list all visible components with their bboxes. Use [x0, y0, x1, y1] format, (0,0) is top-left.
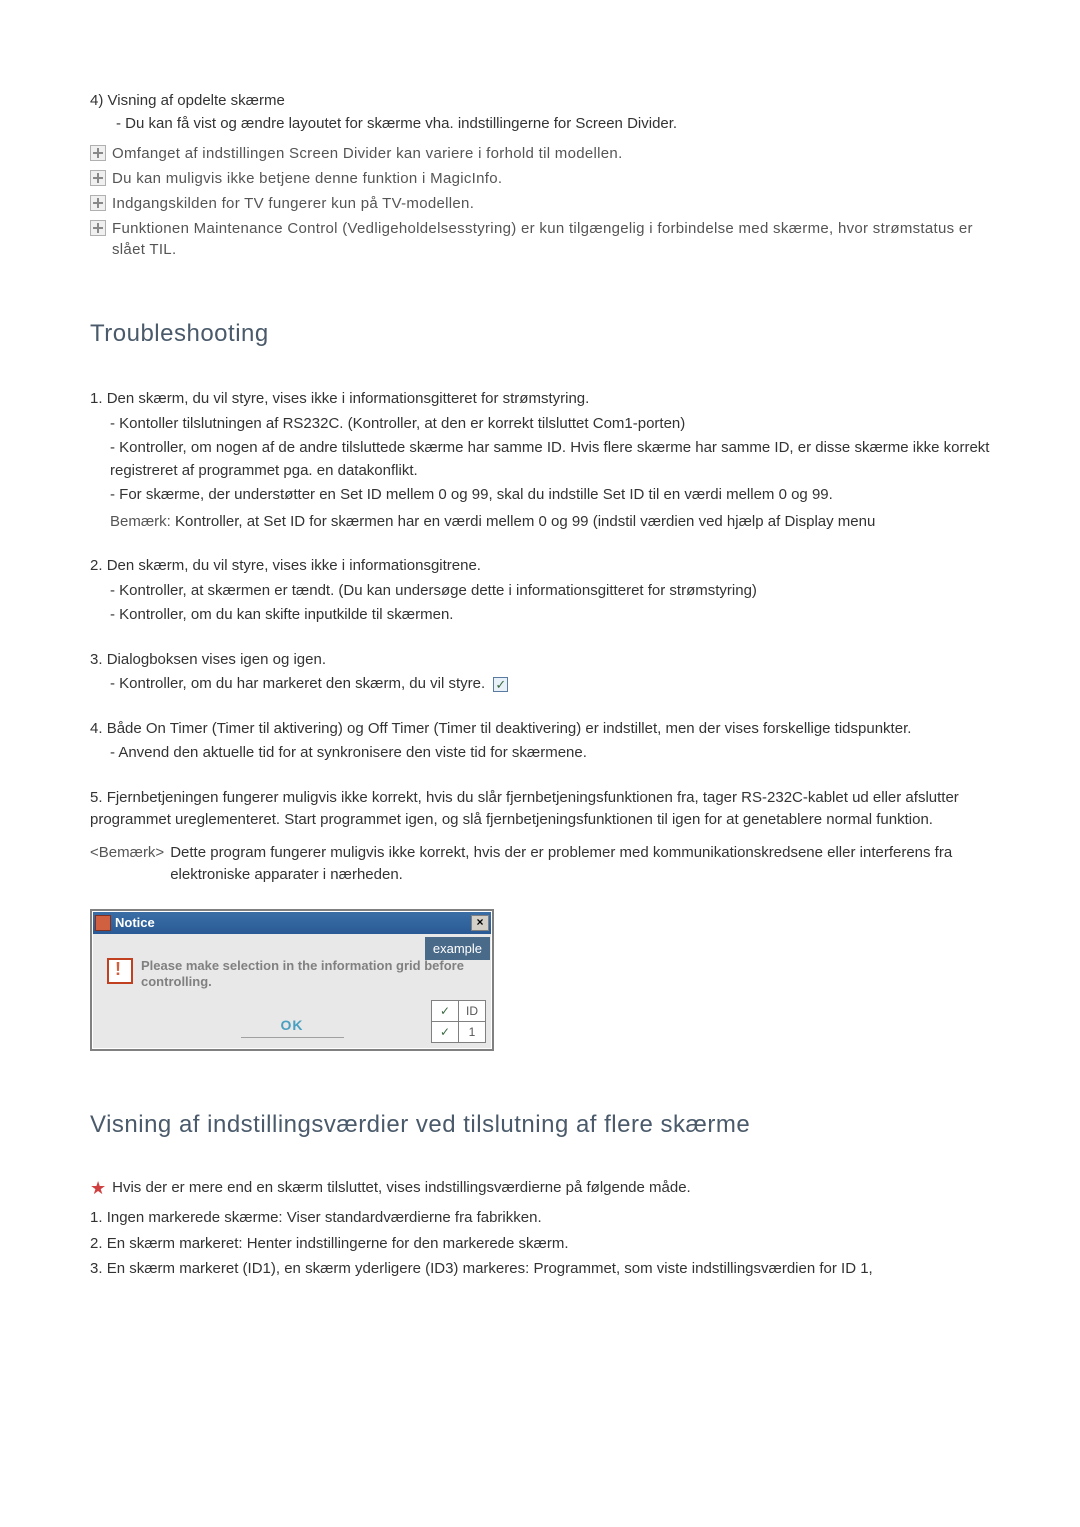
trouble-item-2: 2. Den skærm, du vil styre, vises ikke i… [90, 555, 990, 627]
t4-sub: - Anvend den aktuelle tid for at synkron… [90, 742, 990, 765]
trouble-item-5: 5. Fjernbetjeningen fungerer muligvis ik… [90, 787, 990, 887]
ok-button[interactable]: OK [241, 1015, 344, 1038]
note-text: Omfanget af indstillingen Screen Divider… [112, 143, 990, 164]
multi-item-3: 3. En skærm markeret (ID1), en skærm yde… [90, 1256, 990, 1282]
row-check-icon [432, 1022, 459, 1043]
dialog-title: Notice [115, 915, 471, 930]
note-icon [90, 145, 106, 161]
id-table: ID 1 [431, 1000, 486, 1043]
note-line: Indgangskilden for TV fungerer kun på TV… [90, 193, 990, 214]
t1-number: 1. [90, 390, 103, 407]
notice-inner: Notice × example Please make selection i… [92, 911, 492, 1050]
note-line: Du kan muligvis ikke betjene denne funkt… [90, 168, 990, 189]
trouble-item-3: 3. Dialogboksen vises igen og igen. - Ko… [90, 649, 990, 696]
item4-number: 4) [90, 92, 103, 109]
dialog-body: Please make selection in the information… [93, 934, 491, 1002]
t3-sub-text: - Kontroller, om du har markeret den skæ… [110, 675, 485, 692]
t5-bemark: <Bemærk> Dette program fungerer muligvis… [90, 842, 990, 887]
t1-bemark: Bemærk: Kontroller, at Set ID for skærme… [90, 511, 990, 534]
note-icon [90, 220, 106, 236]
m1-num: 1. [90, 1209, 103, 1226]
note-line: Funktionen Maintenance Control (Vedligeh… [90, 218, 990, 260]
item4-title: Visning af opdelte skærme [108, 92, 285, 109]
m2-num: 2. [90, 1235, 103, 1252]
close-icon[interactable]: × [471, 915, 489, 931]
t1-title: Den skærm, du vil styre, vises ikke i in… [107, 390, 590, 407]
app-icon [95, 915, 111, 931]
header-check-icon [432, 1001, 459, 1022]
t2-sub: - Kontroller, om du kan skifte inputkild… [90, 604, 990, 627]
multi-item-1: 1. Ingen markerede skærme: Viser standar… [90, 1205, 990, 1231]
id-value: 1 [459, 1022, 486, 1043]
note-text: Indgangskilden for TV fungerer kun på TV… [112, 193, 990, 214]
troubleshooting-list: 1. Den skærm, du vil styre, vises ikke i… [90, 388, 990, 887]
dialog-message: Please make selection in the information… [141, 958, 481, 992]
t4-number: 4. [90, 720, 103, 737]
bemark-label: <Bemærk> [90, 842, 170, 887]
t4-title: Både On Timer (Timer til aktivering) og … [107, 720, 912, 737]
t5-number: 5. [90, 789, 103, 806]
troubleshooting-heading: Troubleshooting [90, 320, 990, 348]
checkbox-icon [493, 677, 508, 692]
warning-icon [107, 958, 133, 984]
bemark-label: Bemærk: [110, 513, 171, 530]
t1-sub: - Kontoller tilslutningen af RS232C. (Ko… [90, 413, 990, 436]
t2-title: Den skærm, du vil styre, vises ikke i in… [107, 557, 481, 574]
multi-list: 1. Ingen markerede skærme: Viser standar… [90, 1205, 990, 1282]
star-text: Hvis der er mere end en skærm tilsluttet… [112, 1179, 691, 1196]
note-icon [90, 170, 106, 186]
multi-display-heading: Visning af indstillingsværdier ved tilsl… [90, 1111, 990, 1139]
t5-title: Fjernbetjeningen fungerer muligvis ikke … [90, 789, 959, 829]
multi-item-2: 2. En skærm markeret: Henter indstilling… [90, 1231, 990, 1257]
t1-sub: - For skærme, der understøtter en Set ID… [90, 484, 990, 507]
notice-dialog: Notice × example Please make selection i… [90, 909, 494, 1052]
m3-text: En skærm markeret (ID1), en skærm yderli… [107, 1260, 873, 1277]
m2-text: En skærm markeret: Henter indstillingern… [107, 1235, 569, 1252]
trouble-item-4: 4. Både On Timer (Timer til aktivering) … [90, 718, 990, 765]
note-text: Funktionen Maintenance Control (Vedligeh… [112, 218, 990, 260]
t2-number: 2. [90, 557, 103, 574]
note-text: Du kan muligvis ikke betjene denne funkt… [112, 168, 990, 189]
id-header: ID [459, 1001, 486, 1022]
t3-number: 3. [90, 651, 103, 668]
document-page: 4) Visning af opdelte skærme - Du kan få… [0, 0, 1080, 1342]
t2-sub: - Kontroller, at skærmen er tændt. (Du k… [90, 580, 990, 603]
star-note: ★ Hvis der er mere end en skærm tilslutt… [90, 1179, 990, 1197]
t3-sub: - Kontroller, om du har markeret den skæ… [90, 673, 990, 696]
trouble-item-1: 1. Den skærm, du vil styre, vises ikke i… [90, 388, 990, 533]
star-icon: ★ [90, 1179, 106, 1197]
note-icon [90, 195, 106, 211]
bemark-text: Kontroller, at Set ID for skærmen har en… [175, 513, 875, 530]
m3-num: 3. [90, 1260, 103, 1277]
list-item-4: 4) Visning af opdelte skærme - Du kan få… [90, 90, 990, 135]
bemark-text: Dette program fungerer muligvis ikke kor… [170, 842, 990, 887]
m1-text: Ingen markerede skærme: Viser standardvæ… [107, 1209, 542, 1226]
t3-title: Dialogboksen vises igen og igen. [107, 651, 326, 668]
note-line: Omfanget af indstillingen Screen Divider… [90, 143, 990, 164]
dialog-titlebar: Notice × [93, 912, 491, 934]
t1-sub: - Kontroller, om nogen af de andre tilsl… [90, 437, 990, 482]
item4-sub: - Du kan få vist og ændre layoutet for s… [90, 113, 990, 136]
